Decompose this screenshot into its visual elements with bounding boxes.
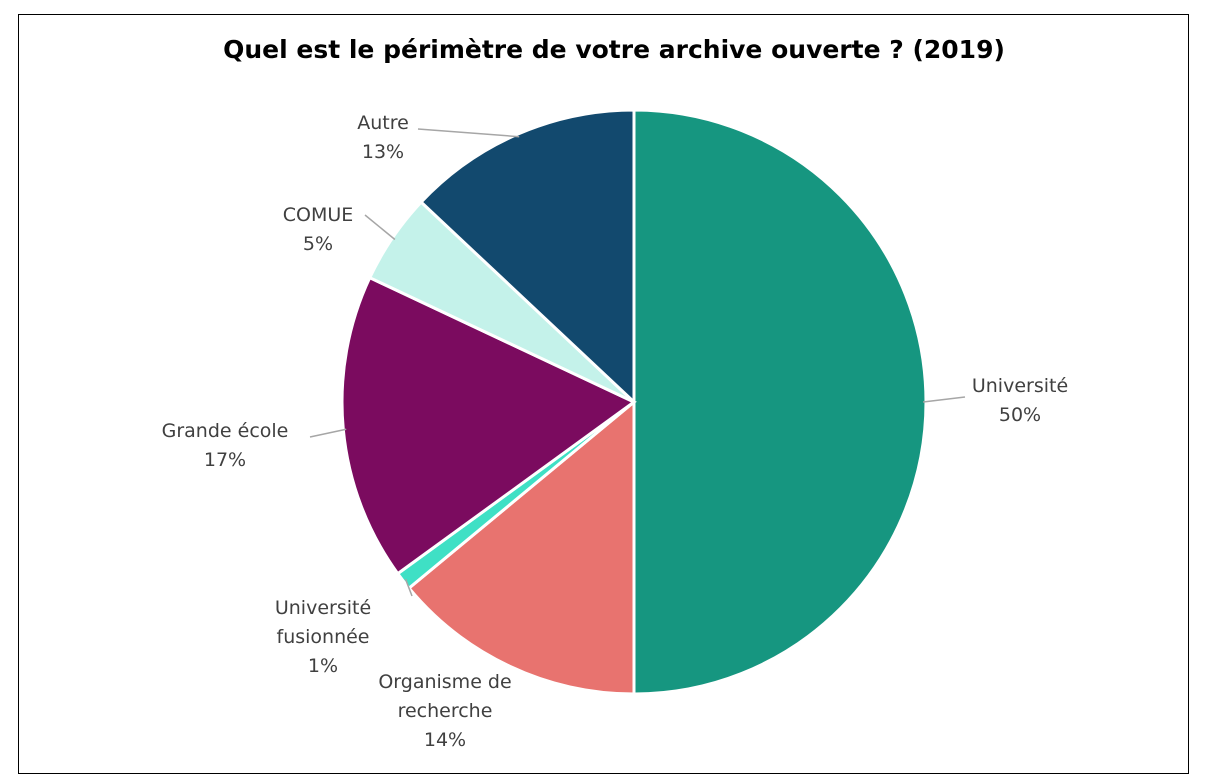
leader-line: [309, 428, 347, 438]
leader-line: [404, 578, 413, 597]
value-label: 14%: [423, 729, 467, 751]
data-label: COMUE 5%: [248, 201, 388, 259]
category-label: Organisme de recherche: [378, 671, 512, 722]
leader-line: [364, 214, 396, 241]
data-label: Grande école 17%: [125, 417, 325, 475]
data-label: Autre 13%: [323, 109, 443, 167]
leader-line: [922, 396, 966, 403]
category-label: Université: [971, 375, 1069, 397]
category-label: Autre: [357, 112, 409, 134]
pie-slice: [419, 108, 636, 406]
data-label: Organisme de recherche 14%: [355, 668, 535, 755]
value-label: 1%: [307, 655, 339, 677]
pie-slice: [632, 108, 928, 696]
leader-line: [417, 128, 520, 138]
value-label: 5%: [302, 233, 334, 255]
value-label: 50%: [998, 404, 1042, 426]
data-label: Université 50%: [940, 372, 1100, 430]
value-label: 13%: [361, 141, 405, 163]
pie-slice: [406, 398, 636, 696]
category-label: Université fusionnée: [274, 597, 372, 648]
value-label: 17%: [203, 449, 247, 471]
category-label: Grande école: [161, 420, 289, 442]
category-label: COMUE: [282, 204, 354, 226]
data-label: Université fusionnée 1%: [263, 594, 383, 681]
chart-title: Quel est le périmètre de votre archive o…: [223, 35, 1005, 64]
